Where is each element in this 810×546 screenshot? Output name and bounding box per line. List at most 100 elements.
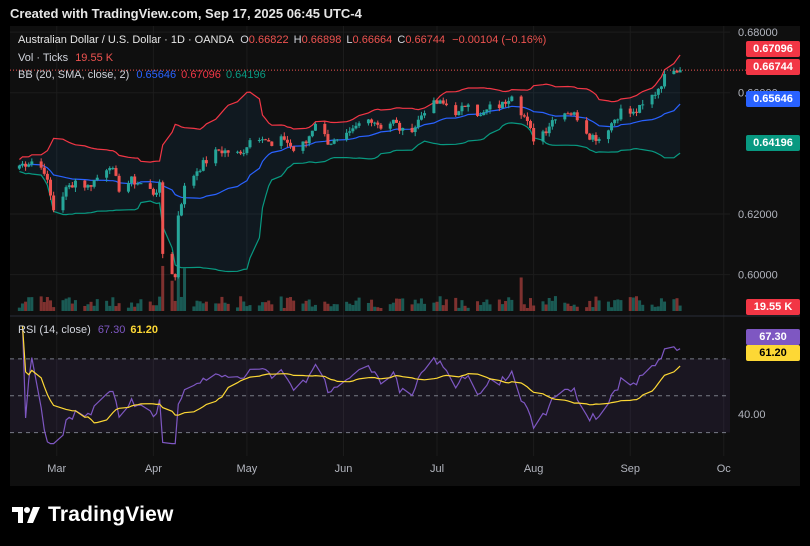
rsi-ma-value: 61.20 — [130, 324, 158, 336]
candle-body — [653, 94, 657, 96]
volume-bar — [326, 303, 330, 311]
volume-bar — [379, 307, 383, 311]
candle-body — [289, 142, 293, 147]
candle-body — [313, 123, 317, 131]
volume-bar — [656, 306, 660, 311]
volume-bar — [550, 300, 554, 311]
chart-canvas[interactable]: 0.680000.660000.620000.60000MarAprMayJun… — [10, 26, 800, 486]
volume-bar — [220, 296, 224, 311]
volume-bar — [61, 300, 65, 311]
candle-body — [466, 104, 470, 107]
candle-body — [675, 70, 679, 73]
candle-body — [507, 100, 511, 104]
volume-bar — [289, 297, 293, 311]
volume-bar — [398, 298, 402, 311]
volume-bar — [616, 299, 620, 311]
candle-body — [504, 101, 508, 104]
tradingview-logo-icon — [12, 507, 40, 523]
candle-body — [613, 119, 617, 124]
candle-body — [525, 116, 529, 122]
candle-body — [148, 183, 152, 189]
candle-body — [73, 180, 77, 188]
candle-body — [357, 123, 361, 126]
candle-body — [170, 253, 174, 275]
snapshot-header: Created with TradingView.com, Sep 17, 20… — [10, 6, 362, 21]
candle-body — [307, 136, 311, 144]
symbol-legend[interactable]: Australian Dollar / U.S. Dollar · 1D · O… — [18, 34, 546, 46]
volume-legend[interactable]: Vol · Ticks 19.55 K — [18, 52, 113, 64]
time-tick-label: Jun — [335, 463, 353, 475]
open-label: O — [240, 34, 249, 46]
volume-bar — [279, 296, 283, 311]
volume-bar — [67, 297, 71, 311]
bb-lower-line — [19, 122, 681, 273]
candle-body — [591, 135, 595, 140]
candle-body — [391, 119, 395, 124]
chart-area[interactable]: 0.680000.660000.620000.60000MarAprMayJun… — [10, 26, 800, 486]
volume-bar — [476, 301, 480, 311]
candle-body — [488, 104, 492, 110]
volume-bar — [482, 302, 486, 311]
volume-bar — [563, 302, 567, 311]
volume-bar — [176, 277, 180, 311]
candle-body — [416, 119, 420, 128]
volume-bar — [217, 303, 221, 311]
volume-bar — [641, 304, 645, 311]
price-tick-label: 0.60000 — [738, 270, 778, 282]
candle-body — [45, 173, 49, 180]
volume-bar — [108, 305, 112, 311]
candle-body — [264, 139, 268, 141]
candle-body — [220, 150, 224, 154]
candle-body — [335, 139, 339, 141]
time-tick-label: Jul — [430, 463, 444, 475]
volume-bar — [335, 304, 339, 311]
volume-bar — [678, 305, 682, 311]
candle-body — [39, 161, 43, 168]
volume-bar — [525, 307, 529, 311]
candle-body — [285, 139, 289, 143]
candle-body — [588, 133, 592, 140]
volume-bar — [285, 297, 289, 311]
candle-body — [67, 185, 71, 188]
candle-body — [419, 115, 423, 120]
candle-body — [650, 94, 654, 105]
bb-legend[interactable]: BB (20, SMA, close, 2) 0.65646 0.67096 0… — [18, 69, 266, 81]
volume-bar — [606, 301, 610, 311]
volume-bar — [248, 305, 252, 311]
volume-bar — [650, 304, 654, 311]
candle-body — [27, 164, 31, 167]
volume-bar — [117, 303, 121, 311]
volume-bar — [45, 297, 49, 311]
rsi-legend[interactable]: RSI (14, close) 67.30 61.20 — [18, 324, 158, 336]
volume-bar — [151, 305, 155, 311]
candle-body — [610, 123, 614, 131]
candle-body — [92, 180, 96, 187]
candle-body — [282, 136, 286, 140]
candle-body — [198, 170, 202, 172]
volume-bar — [195, 300, 199, 311]
candle-body — [279, 136, 283, 146]
volume-bar — [413, 299, 417, 311]
price-tick-label: 0.62000 — [738, 209, 778, 221]
volume-bar — [130, 302, 134, 311]
candle-body — [52, 195, 56, 211]
time-tick-label: Oc — [717, 463, 732, 475]
volume-bar — [86, 304, 90, 311]
candle-body — [292, 146, 296, 151]
volume-bar — [170, 280, 174, 311]
candle-body — [242, 153, 246, 155]
candle-body — [519, 96, 523, 116]
candle-body — [260, 139, 264, 141]
bb-upper-line — [19, 54, 681, 163]
volume-bar — [111, 297, 115, 311]
volume-bar — [24, 301, 28, 311]
candle-body — [136, 183, 140, 185]
volume-bar — [373, 306, 377, 311]
rsi-ma-price-label: 61.20 — [746, 345, 800, 361]
bb-basis-price-label: 0.65646 — [746, 91, 800, 107]
volume-value: 19.55 K — [75, 52, 114, 64]
volume-bar — [591, 307, 595, 311]
candle-body — [176, 215, 180, 278]
candle-body — [423, 113, 427, 116]
